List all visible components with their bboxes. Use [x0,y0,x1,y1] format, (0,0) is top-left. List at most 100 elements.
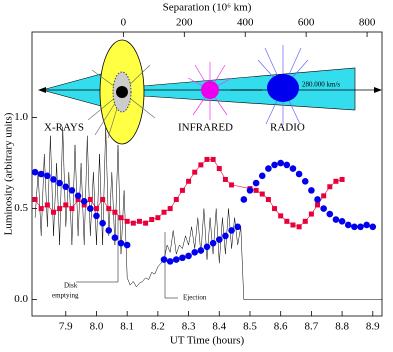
circle-marker [99,219,106,227]
circle-marker [301,177,309,185]
circle-marker [191,248,199,256]
square-marker [124,218,130,224]
square-marker [149,217,155,223]
square-marker [204,156,210,162]
square-marker [315,202,321,208]
square-marker [87,196,93,202]
circle-marker [338,218,346,225]
y-tick-label: 0.5 [14,202,28,214]
circle-marker [289,165,297,172]
circle-marker [246,187,254,194]
series-label: X-RAYS [44,122,84,134]
square-marker [155,215,161,221]
square-marker [272,206,278,212]
square-marker [327,184,333,190]
circle-marker [62,183,70,191]
square-marker [161,209,167,215]
circle-marker [68,187,76,194]
circle-marker [117,239,125,247]
circle-marker [87,205,94,212]
circle-marker [277,159,284,167]
square-marker [136,218,142,224]
circle-marker [105,227,113,234]
x2-tick-label: 200 [176,17,193,29]
square-marker [229,182,235,188]
square-marker [75,196,81,202]
circle-marker [203,243,211,251]
x2-tick-label: 800 [359,17,376,29]
circle-marker [222,232,229,240]
radio-blob [267,74,299,102]
square-marker [112,209,118,215]
square-marker [63,202,69,208]
square-marker [106,206,112,212]
square-marker [50,209,56,215]
circle-marker [357,223,364,231]
square-marker [216,166,222,172]
circle-marker [271,161,278,169]
jet-right [142,67,356,111]
annotation: Ejection [183,294,207,302]
x-axis-label: UT Time (hours) [170,335,245,347]
x-tick-label: 8.4 [212,321,226,333]
x2-tick-label: 400 [237,17,254,29]
circle-marker [369,223,377,231]
circle-marker [234,223,242,231]
circle-marker [295,170,303,178]
circle-marker [344,221,352,229]
circle-marker [44,172,51,180]
diagram: 280.000 km/s [38,39,382,145]
circle-marker [209,239,217,247]
x-tick-label: 8.0 [90,321,104,333]
square-marker [130,220,136,226]
circle-marker [74,192,82,200]
annotation-leaders [76,215,178,299]
square-marker [259,191,265,197]
circle-marker [56,179,63,187]
square-marker [69,206,75,212]
x-tick-label: 8.2 [151,321,165,333]
circle-marker [363,221,370,229]
circle-marker [228,227,235,234]
circle-marker [326,210,334,218]
circle-marker [111,234,119,242]
y-tick-label: 1.0 [14,111,28,123]
y-tick-label: 0.0 [14,293,28,305]
circle-marker [332,216,340,223]
circle-marker [240,196,248,203]
circle-marker [80,198,88,205]
square-marker [44,202,50,208]
square-marker [167,206,173,212]
square-marker [284,218,290,224]
square-marker [57,206,63,212]
square-marker [321,193,327,199]
circle-marker [172,256,180,263]
x-tick-label: 7.9 [59,321,73,333]
circle-marker [50,176,57,183]
square-marker [210,156,216,162]
x-tick-label: 8.8 [335,321,349,333]
square-marker [222,176,228,182]
square-marker [290,222,296,228]
square-marker [253,187,259,193]
square-marker [100,196,106,202]
square-marker [302,218,308,224]
circle-marker [179,254,186,262]
circle-marker [166,258,174,265]
square-marker [308,211,314,217]
x-tick-label: 8.9 [366,321,380,333]
circle-marker [265,165,272,172]
square-marker [278,213,284,219]
square-marker [143,220,149,226]
circle-marker [215,236,223,243]
circle-marker [160,256,168,263]
square-marker [198,162,204,168]
plot-frame [31,31,383,317]
y-axis-label: Luminosity (arbitrary units) [3,112,15,235]
arrow-head [374,87,382,93]
circle-marker [37,170,45,178]
square-marker [32,196,38,202]
circle-marker [252,179,260,187]
circle-marker [123,241,131,249]
